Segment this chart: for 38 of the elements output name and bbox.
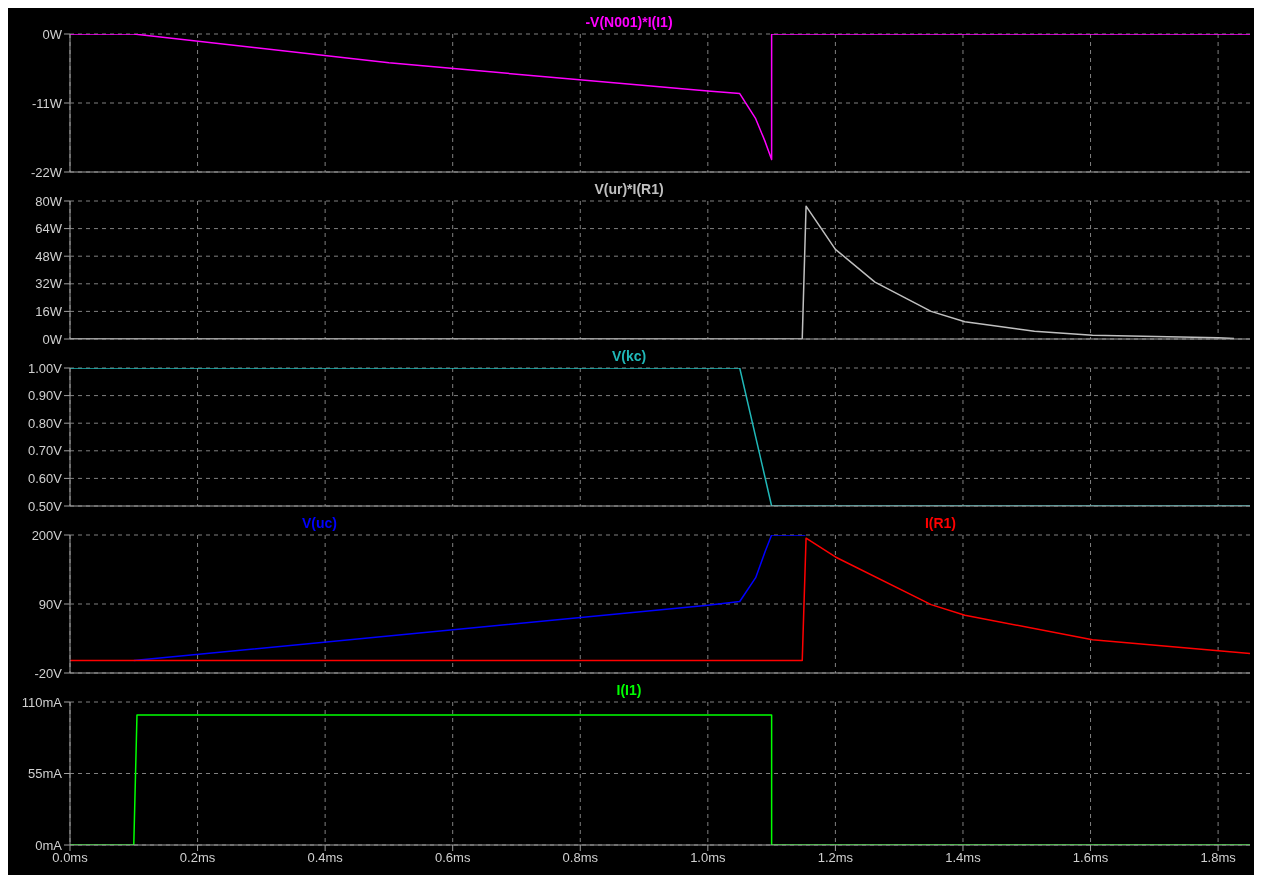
y-tick-label: -11W <box>31 95 63 111</box>
x-tick-label: 1.6ms <box>1072 850 1109 866</box>
x-tick-label: 0.8ms <box>562 850 599 866</box>
x-tick-label: 1.4ms <box>945 850 982 866</box>
text: V(uc) <box>301 515 337 533</box>
x-tick-label: 0.4ms <box>307 850 344 866</box>
y-tick-label: 0.50V <box>28 498 63 514</box>
y-tick-label: 110mA <box>21 694 63 710</box>
x-tick-label: 1.0ms <box>690 850 727 866</box>
y-tick-label: -22W <box>30 164 63 180</box>
y-tick-label: 0.60V <box>28 471 63 487</box>
y-tick-label: 32W <box>35 276 63 292</box>
y-tick-label: 90V <box>38 596 63 612</box>
y-tick-label: 64W <box>35 221 63 237</box>
x-tick-label: 0.2ms <box>179 850 216 866</box>
y-tick-label: 0.80V <box>28 415 63 431</box>
y-tick-label: 0.90V <box>28 388 63 404</box>
y-tick-label: 1.00V <box>28 360 63 376</box>
x-tick-label: 1.8ms <box>1200 850 1237 866</box>
y-tick-label: -20V <box>34 665 63 681</box>
x-tick-label: 0.0ms <box>52 850 89 866</box>
text: I(R1) <box>924 515 957 533</box>
series-label: V(kc) <box>611 348 647 366</box>
y-tick-label: 0W <box>42 331 63 347</box>
y-tick-label: 200V <box>31 527 63 543</box>
text: V(ur)*I(R1) <box>594 181 664 199</box>
x-tick-label: 1.2ms <box>817 850 854 866</box>
y-tick-label: 48W <box>35 248 63 264</box>
y-tick-label: 0.70V <box>28 443 63 459</box>
y-tick-label: 80W <box>35 193 63 209</box>
y-tick-label: 16W <box>35 304 63 320</box>
y-tick-label: 55mA <box>28 766 63 782</box>
text: -V(N001)*I(I1) <box>585 14 673 32</box>
x-tick-label: 0.6ms <box>435 850 471 866</box>
y-tick-label: 0W <box>42 26 63 42</box>
series-label: I(I1) <box>616 682 642 700</box>
line-series <box>133 535 807 662</box>
y-tick-label: 0mA <box>35 837 63 853</box>
